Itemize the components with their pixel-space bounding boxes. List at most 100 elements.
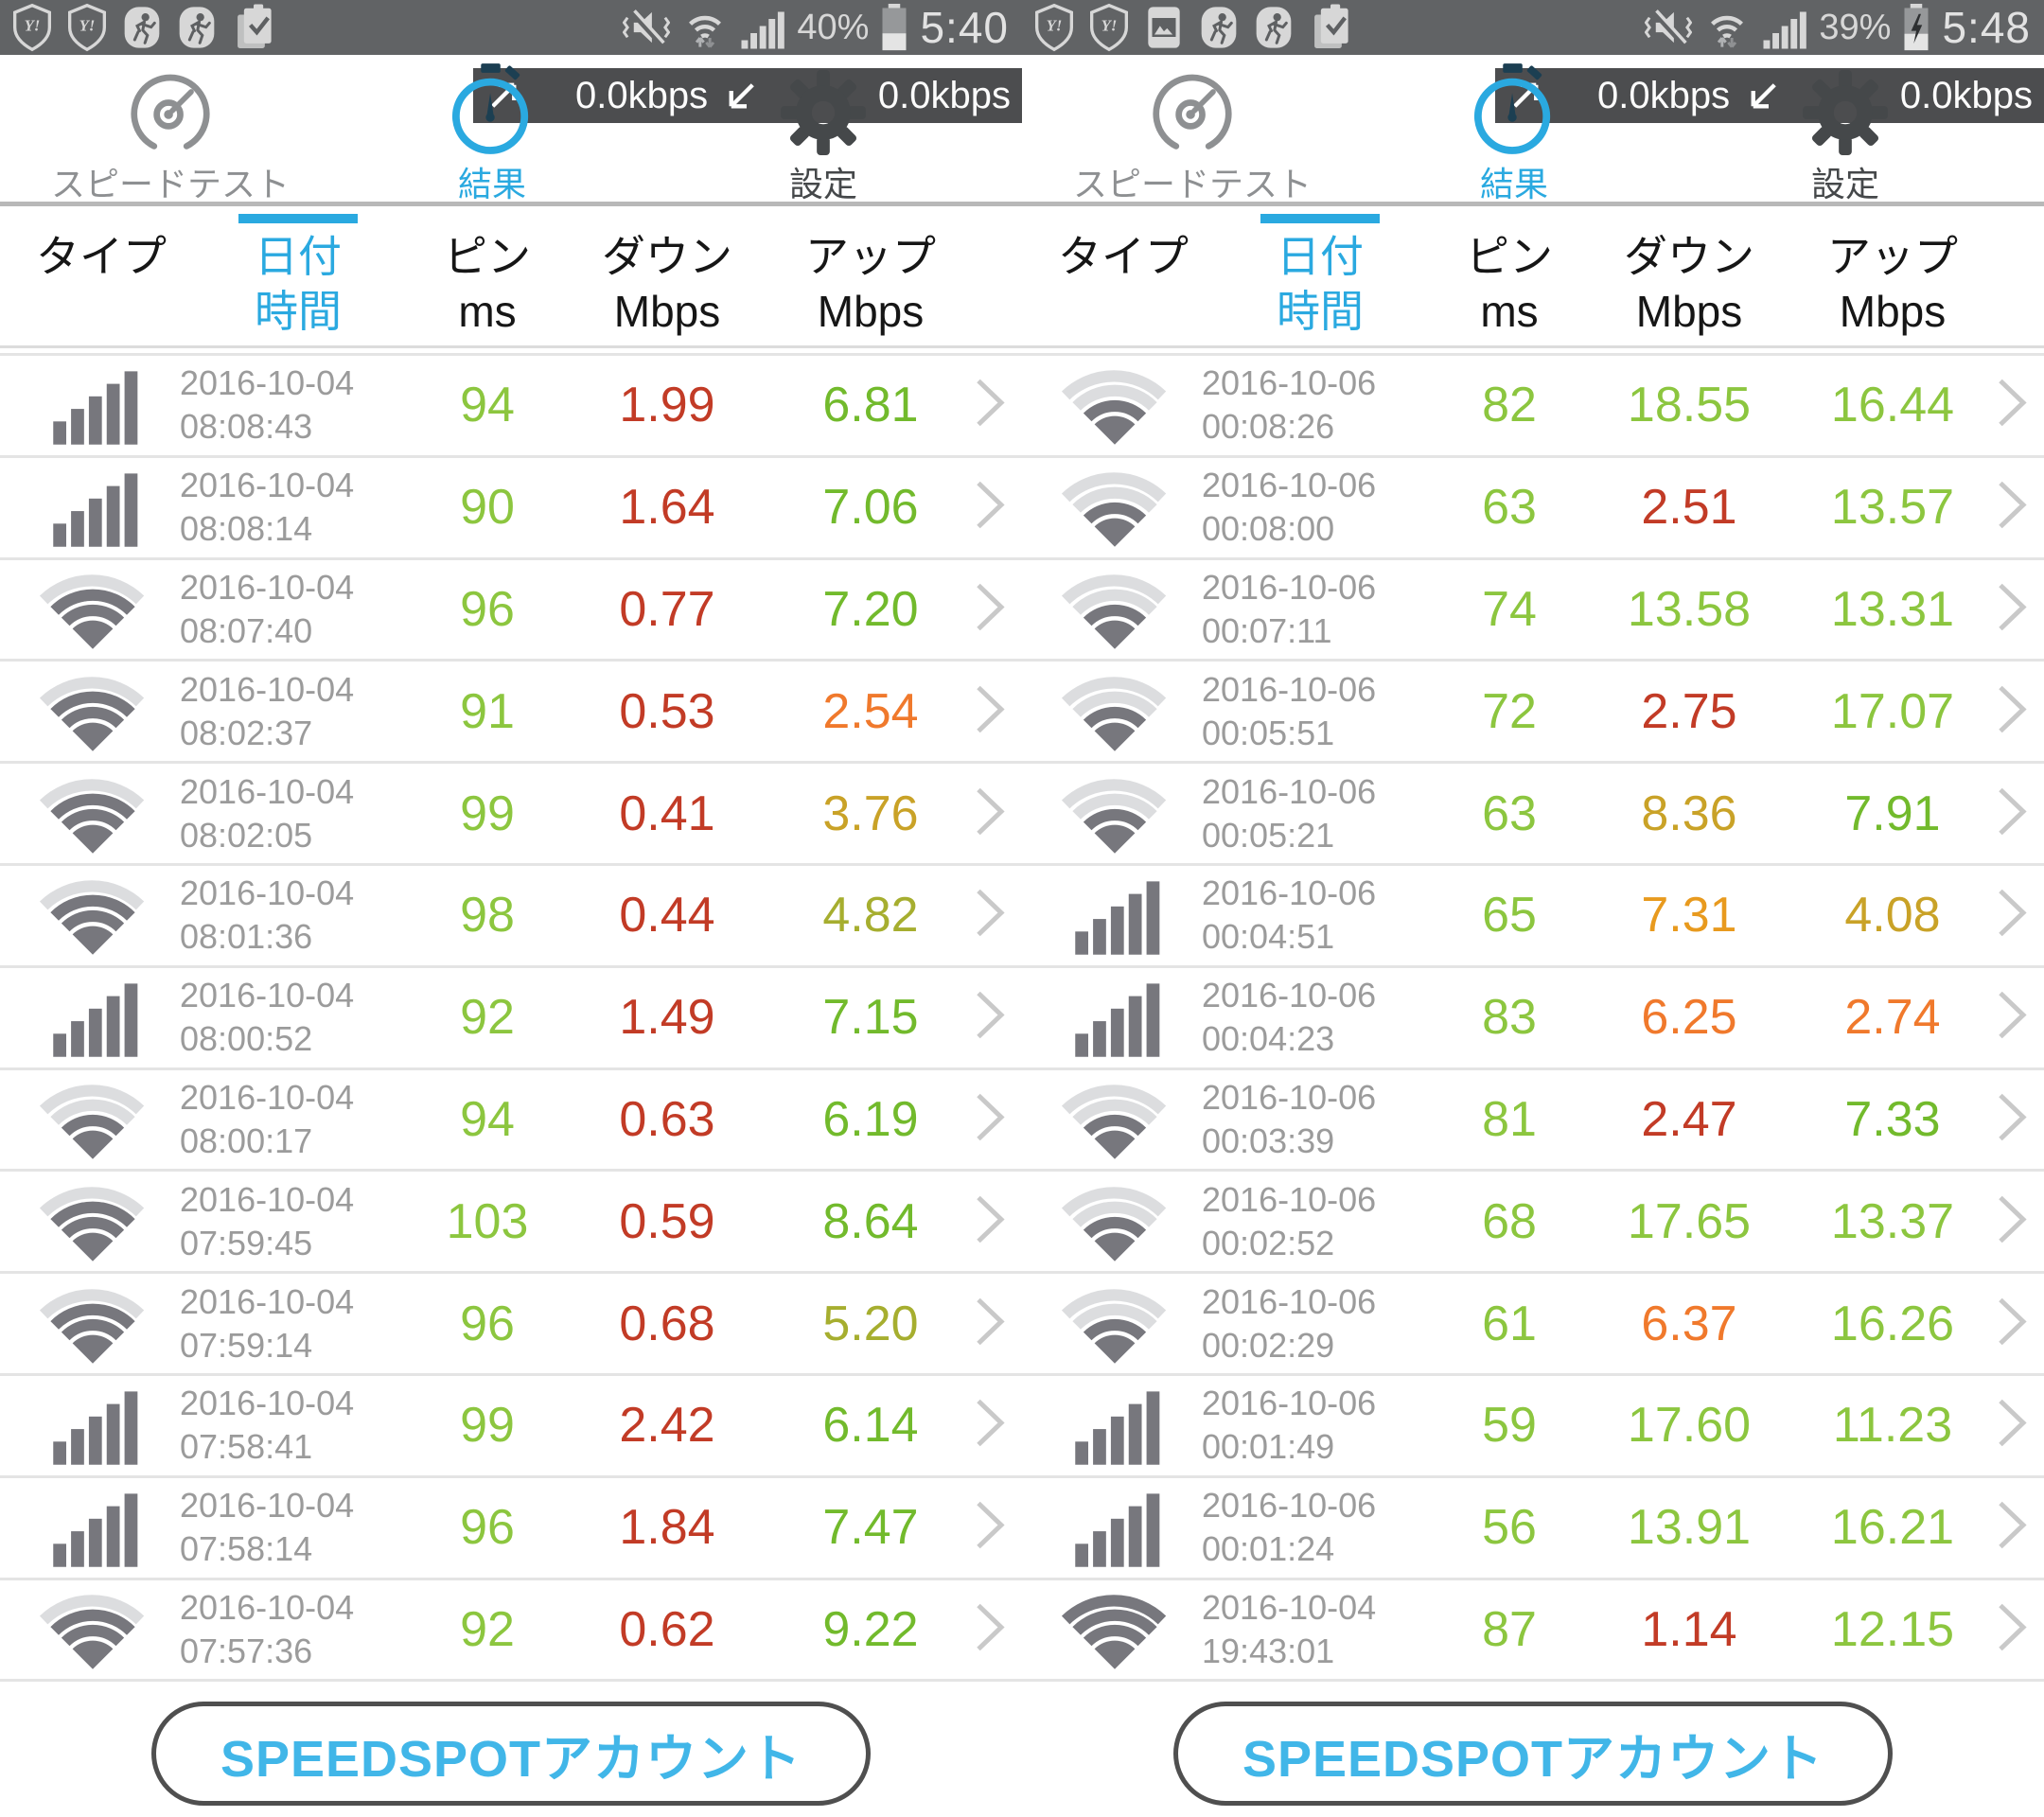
result-download: 0.59 [619,1193,715,1249]
column-download-line2: Mbps [1635,287,1743,336]
result-time: 00:08:26 [1202,407,1335,447]
wifi-signal-icon [40,568,146,651]
svg-text:Y!: Y! [1047,16,1063,34]
column-datetime[interactable]: 日付 時間 [1240,206,1401,345]
result-row[interactable]: 2016-10-04 07:59:45 103 0.59 8.64 [0,1172,1022,1275]
result-row[interactable]: 2016-10-04 07:57:36 92 0.62 9.22 [0,1579,1022,1683]
download-speed-value: 0.0kbps [877,74,1011,116]
result-row[interactable]: 2016-10-06 00:05:21 63 8.36 7.91 [1022,764,2044,866]
chevron-right-icon [973,478,1009,538]
result-datetime: 2016-10-04 07:59:14 [180,1280,354,1367]
tab-results[interactable]: 結果 [1363,55,1665,204]
column-datetime-line2: 時間 [255,287,342,336]
speedometer-icon [0,55,341,155]
result-row[interactable]: 2016-10-06 00:02:29 61 6.37 16.26 [1022,1274,2044,1376]
column-ping[interactable]: ピン ms [1438,206,1580,345]
column-upload-line2: Mbps [1839,287,1947,336]
result-row[interactable]: 2016-10-06 00:08:00 63 2.51 13.57 [1022,457,2044,560]
column-download[interactable]: ダウン Mbps [582,206,752,345]
tab-settings[interactable]: 設定 [662,55,984,204]
tab-speedtest[interactable]: スピードテスト [1022,55,1363,204]
network-speed-overlay: 0.0kbps 0.0kbps [1495,68,2044,123]
result-datetime: 2016-10-04 08:02:37 [180,668,354,755]
result-upload: 7.06 [822,480,919,536]
cellular-signal-icon [40,363,146,447]
result-upload: 16.44 [1830,378,1955,433]
runner-icon [178,3,216,52]
wifi-signal-icon [40,1282,146,1366]
result-row[interactable]: 2016-10-04 08:08:14 90 1.64 7.06 [0,457,1022,560]
shield-y-icon: Y! [68,3,106,52]
result-ping: 72 [1482,683,1537,739]
result-row[interactable]: 2016-10-04 08:00:17 94 0.63 6.19 [0,1069,1022,1173]
result-date: 2016-10-04 [180,771,355,811]
result-row[interactable]: 2016-10-04 08:00:52 92 1.49 7.15 [0,967,1022,1070]
result-upload: 16.21 [1830,1500,1955,1556]
result-row[interactable]: 2016-10-06 00:07:11 74 13.58 13.31 [1022,559,2044,662]
wifi-signal-icon [1062,466,1168,549]
result-time: 07:58:41 [180,1427,313,1467]
result-row[interactable]: 2016-10-06 00:03:39 81 2.47 7.33 [1022,1069,2044,1173]
cellular-status-icon [740,6,785,49]
result-row[interactable]: 2016-10-06 00:05:51 72 2.75 17.07 [1022,662,2044,765]
stopwatch-icon [1363,55,1665,155]
tab-speedtest[interactable]: スピードテスト [0,55,341,204]
result-date: 2016-10-06 [1202,669,1377,709]
column-datetime[interactable]: 日付 時間 [218,206,379,345]
column-type[interactable]: タイプ [1058,232,1189,281]
result-ping: 63 [1482,480,1537,536]
result-upload: 7.20 [822,581,919,637]
chevron-right-icon [973,886,1009,945]
result-row[interactable]: 2016-10-06 00:01:24 56 13.91 16.21 [1022,1477,2044,1580]
result-date: 2016-10-04 [180,873,355,913]
tab-results-label: 結果 [457,165,526,203]
wifi-signal-icon [1062,1180,1168,1263]
tab-results[interactable]: 結果 [341,55,643,204]
result-row[interactable]: 2016-10-04 07:58:41 99 2.42 6.14 [0,1375,1022,1478]
tab-settings[interactable]: 設定 [1684,55,2006,204]
result-row[interactable]: 2016-10-06 00:04:51 65 7.31 4.08 [1022,865,2044,968]
notification-icons: Y! Y! [1035,3,1351,52]
result-row[interactable]: 2016-10-04 19:43:01 87 1.14 12.15 [1022,1579,2044,1683]
wifi-signal-icon [1062,1282,1168,1366]
result-row[interactable]: 2016-10-06 00:01:49 59 17.60 11.23 [1022,1375,2044,1478]
column-ping[interactable]: ピン ms [416,206,558,345]
result-download: 13.58 [1627,581,1752,637]
wifi-signal-icon [40,670,146,753]
speedspot-account-button[interactable]: SPEEDSPOTアカウント [1173,1702,1893,1806]
column-download[interactable]: ダウン Mbps [1604,206,1774,345]
result-row[interactable]: 2016-10-04 08:07:40 96 0.77 7.20 [0,559,1022,662]
download-arrow-icon [723,77,761,115]
column-type[interactable]: タイプ [36,232,167,281]
gear-icon [662,55,984,155]
result-row[interactable]: 2016-10-04 08:08:43 94 1.99 6.81 [0,356,1022,458]
status-bar: Y! Y! 40% 5:40 [0,0,1022,55]
column-upload[interactable]: アップ Mbps [785,206,956,345]
result-upload: 13.31 [1830,581,1955,637]
battery-charging-icon [1902,4,1930,51]
chevron-right-icon [1995,681,2031,741]
result-datetime: 2016-10-06 00:05:21 [1202,770,1376,857]
result-row[interactable]: 2016-10-04 08:02:05 99 0.41 3.76 [0,764,1022,866]
result-datetime: 2016-10-06 00:01:49 [1202,1382,1376,1469]
result-row[interactable]: 2016-10-06 00:02:52 68 17.65 13.37 [1022,1172,2044,1275]
battery-percent: 39% [1819,7,1892,47]
result-row[interactable]: 2016-10-06 00:04:23 83 6.25 2.74 [1022,967,2044,1070]
result-row[interactable]: 2016-10-04 07:59:14 96 0.68 5.20 [0,1274,1022,1376]
shield-y-icon: Y! [13,3,51,52]
result-row[interactable]: 2016-10-04 08:02:37 91 0.53 2.54 [0,662,1022,765]
runner-icon [123,3,161,52]
wifi-signal-icon [1062,670,1168,753]
result-row[interactable]: 2016-10-04 08:01:36 98 0.44 4.82 [0,865,1022,968]
result-download: 0.44 [619,888,715,944]
chevron-right-icon [973,1294,1009,1353]
svg-text:Y!: Y! [25,16,41,34]
result-ping: 59 [1482,1398,1537,1454]
speedspot-account-button[interactable]: SPEEDSPOTアカウント [151,1702,871,1806]
result-row[interactable]: 2016-10-06 00:08:26 82 18.55 16.44 [1022,356,2044,458]
column-upload[interactable]: アップ Mbps [1807,206,1978,345]
photo-icon [1145,3,1183,52]
runner-icon [1255,3,1293,52]
result-row[interactable]: 2016-10-04 07:58:14 96 1.84 7.47 [0,1477,1022,1580]
status-time: 5:48 [1942,3,2031,52]
